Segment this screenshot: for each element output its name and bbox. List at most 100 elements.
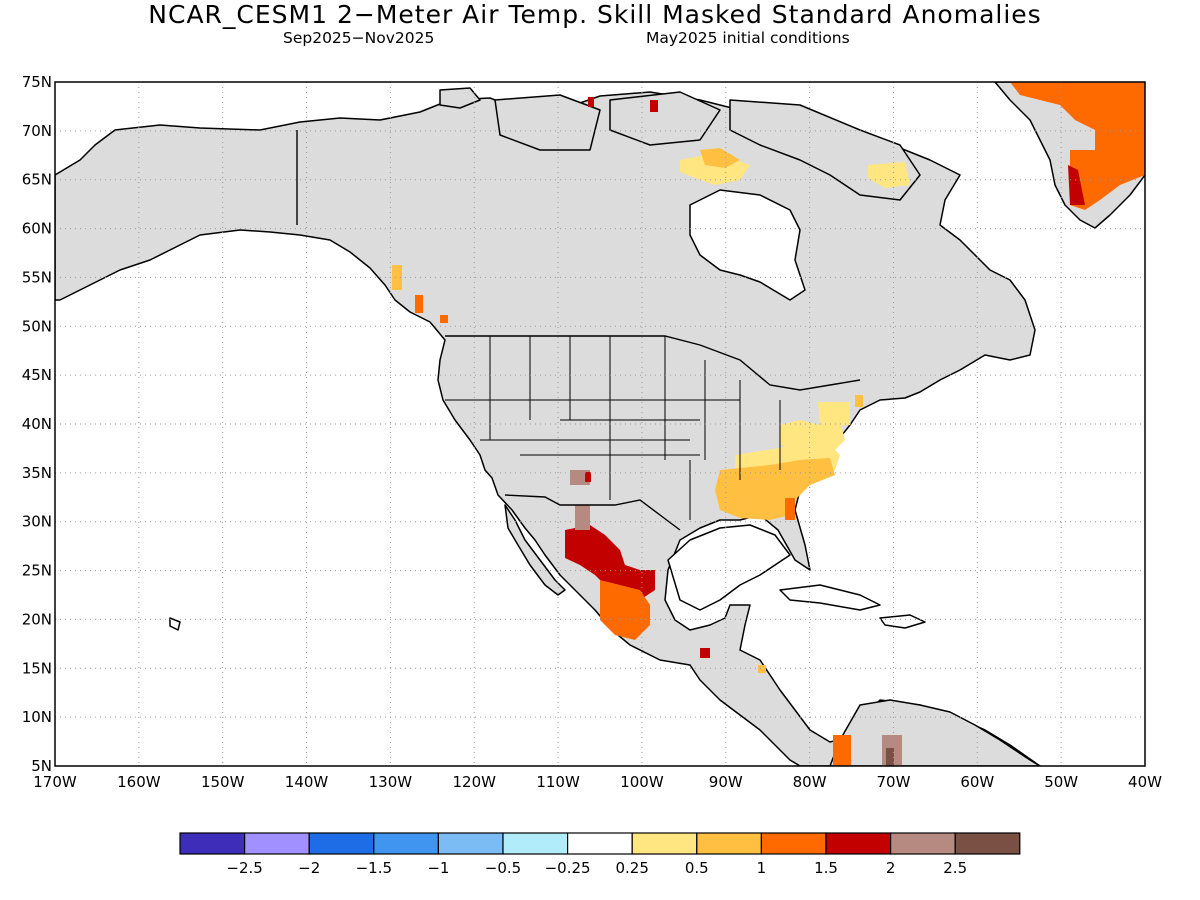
lat-tick-label: 25N [22,562,52,580]
legend-label: 0.5 [685,859,709,877]
colombia-anomaly [833,735,851,766]
lon-tick-label: 60W [960,773,994,791]
lat-tick-label: 65N [22,171,52,189]
lat-tick-label: 10N [22,708,52,726]
honduras-anomaly [758,665,766,673]
arctic-red-2 [650,100,658,112]
lon-tick-label: 110W [536,773,580,791]
lat-tick-label: 45N [22,366,52,384]
lat-tick-label: 5N [31,757,52,775]
lon-tick-label: 90W [709,773,743,791]
color-legend: −2.5 −2 −1.5 −1 −0.5 −0.25 0.25 0.5 1 1.5 2 2.5 [179,832,1021,877]
yucatan-anomaly [700,648,710,658]
legend-swatch [179,832,246,855]
bc-anomaly-3 [440,315,448,323]
lon-tick-label: 80W [793,773,827,791]
us-canada-border [445,335,861,391]
longitude-labels: 170W 160W 150W 140W 130W 120W 110W 100W 90W 80W 70… [33,773,1162,791]
legend-swatch [760,832,827,855]
map-frame [54,81,1146,767]
arctic-island-1 [439,87,481,109]
legend-label: −0.25 [545,859,591,877]
hudson-strait-anomaly-orange [700,148,740,168]
baja-peninsula [504,504,566,596]
map-body [55,82,1145,766]
legend-swatch [566,832,633,855]
mexico-anomaly-brown [575,505,590,530]
legend-swatch [373,832,439,855]
cuba [779,584,881,611]
carolina-anomaly [785,498,795,520]
new-mexico-red [585,472,591,482]
lat-tick-label: 75N [22,73,52,91]
legend-swatch [244,832,310,855]
map-grid [55,82,1145,766]
bc-anomaly-1 [392,265,402,290]
legend-swatch [696,832,762,855]
greenland-anomaly-dark [1068,165,1085,205]
legend-swatch [889,832,956,855]
lon-tick-label: 70W [877,773,911,791]
northeast-anomaly [818,402,850,425]
lon-tick-label: 130W [369,773,413,791]
lon-tick-label: 50W [1044,773,1078,791]
arctic-red-1 [588,97,594,107]
legend-swatch [825,832,892,855]
lon-tick-label: 170W [33,773,77,791]
bc-anomaly-2 [415,295,423,313]
lon-tick-label: 40W [1128,773,1162,791]
lat-tick-label: 20N [22,610,52,628]
legend-label: −1.5 [356,859,392,877]
lat-tick-label: 15N [22,659,52,677]
lat-tick-label: 50N [22,317,52,335]
greenland-anomaly [1010,82,1145,210]
legend-swatch [437,832,504,855]
arctic-island-3 [609,91,721,146]
forecast-season: Sep2025−Nov2025 [283,29,435,47]
hawaii [169,617,181,631]
political-boundaries [296,130,861,531]
initial-conditions: May2025 initial conditions [646,29,850,47]
us-mexico-border [504,494,681,531]
northeast-anomaly-orange [855,395,863,407]
lon-tick-label: 150W [201,773,245,791]
state-lines [445,336,781,520]
arctic-island-2 [494,94,601,151]
legend-label: −0.5 [485,859,521,877]
hudson-bay [689,189,806,301]
lon-tick-label: 160W [117,773,161,791]
mexico-anomaly-orange [600,580,650,640]
lon-tick-label: 120W [452,773,496,791]
legend-swatch [954,832,1021,855]
hispaniola [879,614,926,629]
legend-label: −2 [298,859,320,877]
legend-label: −1 [427,859,449,877]
gulf-of-mexico [667,524,791,611]
venezuela-anomaly-dark [886,748,894,766]
legend-swatch [308,832,375,855]
baffin-anomaly [868,162,910,188]
lat-tick-label: 40N [22,415,52,433]
mexico-anomaly-red [565,525,655,600]
legend-label: 1.5 [814,859,838,877]
latitude-labels: 75N 70N 65N 60N 55N 50N 45N 40N 35N 30N 25N 20N 15N 1… [22,73,52,775]
map-title: NCAR_CESM1 2−Meter Air Temp. Skill Maske… [148,0,1042,29]
lat-tick-label: 55N [22,268,52,286]
legend-label: 2.5 [943,859,967,877]
lat-tick-label: 35N [22,464,52,482]
lat-tick-label: 60N [22,220,52,238]
legend-label: 1 [757,859,767,877]
south-america [829,699,1041,766]
lon-tick-label: 100W [620,773,664,791]
legend-swatch [502,832,569,855]
midatlantic-anomaly [780,420,845,455]
anomaly-patches [392,82,1145,766]
lat-tick-label: 30N [22,513,52,531]
legend-label: 2 [886,859,896,877]
lat-tick-label: 70N [22,122,52,140]
legend-swatch [631,832,698,855]
southeast-us-anomaly [715,458,835,520]
legend-label: −2.5 [226,859,262,877]
legend-label: 0.25 [615,859,648,877]
